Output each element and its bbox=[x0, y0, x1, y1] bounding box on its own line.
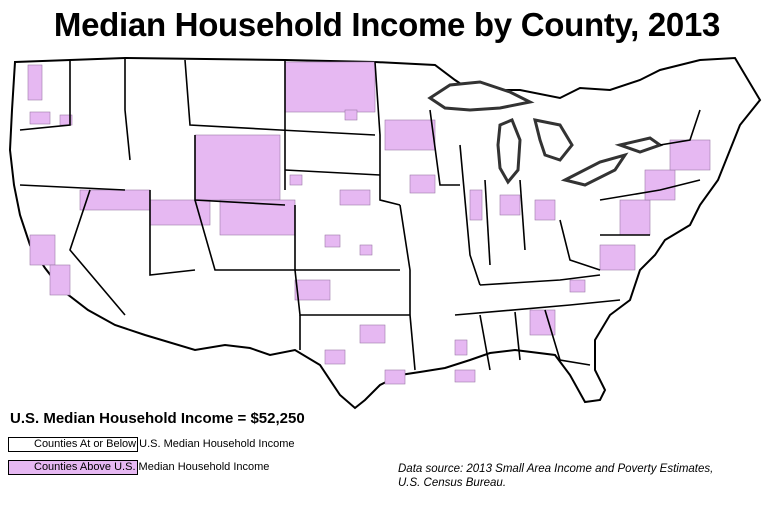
legend-item-below-median: Counties At or Below U.S. Median Househo… bbox=[8, 436, 294, 452]
legend-label-below: Counties At or Below U.S. Median Househo… bbox=[34, 438, 295, 450]
legend-swatch-purple bbox=[8, 459, 138, 475]
lake-superior-outline bbox=[427, 80, 535, 112]
map-title: Median Household Income by County, 2013 bbox=[53, 6, 721, 43]
legend-heading: U.S. Median Household Income = $52,250 bbox=[10, 410, 305, 427]
lake-erie-outline bbox=[560, 152, 629, 187]
lake-huron-outline bbox=[532, 118, 574, 162]
data-source-line2: U.S. Census Bureau. bbox=[398, 477, 507, 489]
lake-michigan-outline bbox=[496, 118, 522, 185]
state-borders bbox=[19, 58, 701, 371]
us-county-income-map bbox=[8, 56, 762, 410]
data-source-line1: Data source: 2013 Small Area Income and … bbox=[398, 463, 714, 475]
legend-item-above-median: Counties Above U.S. Median Household Inc… bbox=[8, 459, 269, 475]
data-source-note: Data source: 2013 Small Area Income and … bbox=[398, 462, 713, 490]
legend-swatch-white bbox=[8, 436, 138, 452]
legend-label-above: Counties Above U.S. Median Household Inc… bbox=[34, 461, 270, 473]
